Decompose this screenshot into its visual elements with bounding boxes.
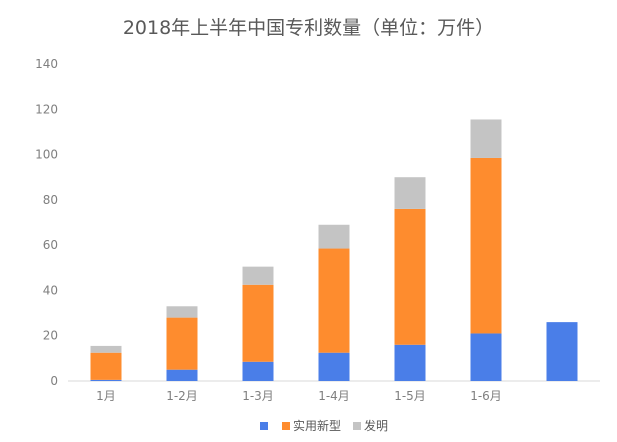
bar-segment [166,317,198,370]
bar-segment [242,266,274,285]
bar-segment [470,157,502,334]
bar-segment [394,177,426,209]
bar-segment [318,224,350,249]
bar-segment [242,284,274,362]
bar-segment [90,345,122,353]
legend-swatch [260,422,268,430]
y-axis-ticks: 0 20 40 60 80 100 120 140 [35,57,58,388]
y-tick-label: 140 [35,57,58,71]
bar-segment [166,369,198,381]
bar-segment [242,361,274,381]
x-tick-label: 1-6月 [470,389,502,403]
x-tick-label: 1-4月 [318,389,350,403]
bar-segment [90,352,122,380]
x-tick-label: 1月 [96,389,116,403]
y-tick-label: 40 [43,283,58,297]
x-tick-label: 1-3月 [242,389,274,403]
bar-segment [318,352,350,381]
x-tick-label: 1-2月 [166,389,198,403]
y-tick-label: 80 [43,193,58,207]
legend-swatch [353,422,361,430]
chart-title: 2018年上半年中国专利数量（单位：万件） [123,17,494,39]
bar-segment [166,306,198,318]
bar-segment [470,333,502,381]
legend-swatch [282,422,290,430]
legend-label: 发明 [364,418,388,433]
y-tick-label: 0 [50,374,58,388]
bar-segment [318,248,350,353]
bar-segment [470,119,502,158]
bars [90,119,578,381]
legend: 实用新型 发明 [260,418,388,433]
bar-segment [90,379,122,381]
x-axis-labels: 1月 1-2月 1-3月 1-4月 1-5月 1-6月 [96,389,502,403]
bar-segment [546,322,578,381]
y-tick-label: 60 [43,238,58,252]
x-tick-label: 1-5月 [394,389,426,403]
y-tick-label: 20 [43,329,58,343]
y-tick-label: 100 [35,148,58,162]
y-tick-label: 120 [35,102,58,116]
bar-segment [394,344,426,381]
bar-segment [394,208,426,345]
legend-label: 实用新型 [293,418,341,433]
